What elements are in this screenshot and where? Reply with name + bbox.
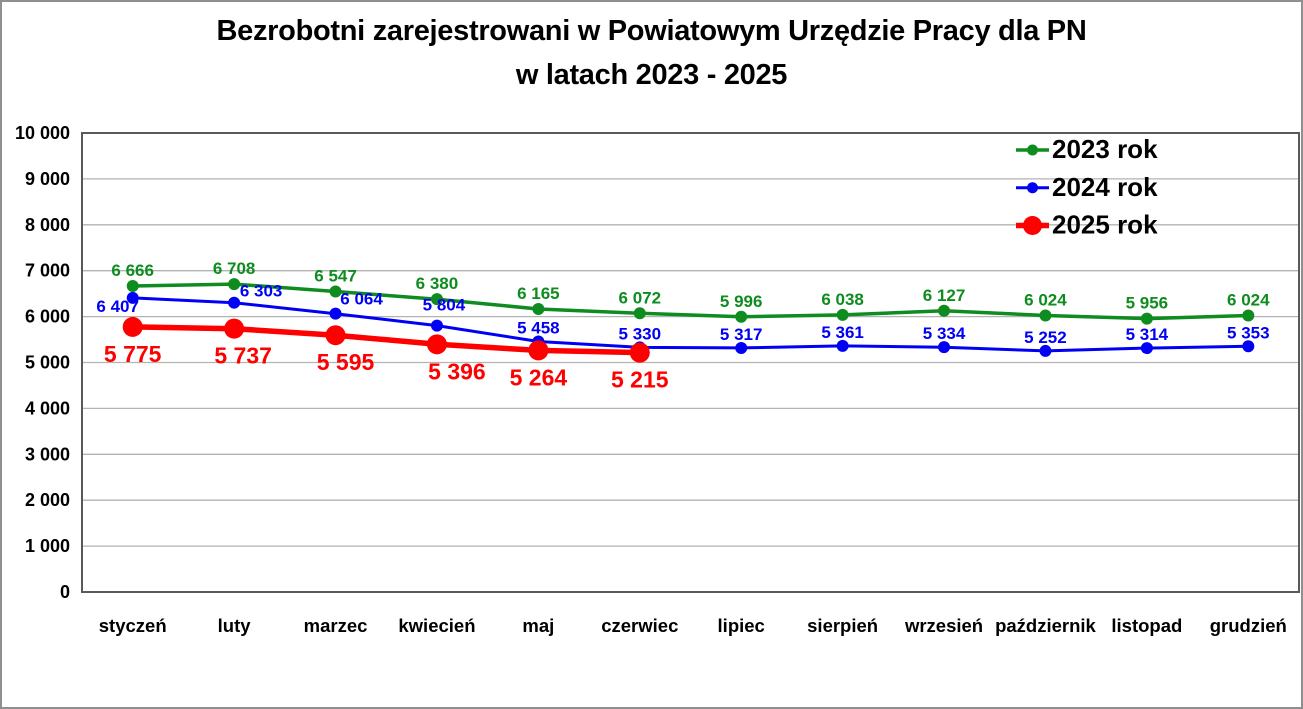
y-axis-label: 7 000 bbox=[25, 261, 70, 281]
data-point bbox=[430, 319, 443, 332]
series-line-2023-rok bbox=[130, 282, 1251, 321]
x-axis-label: kwiecień bbox=[398, 615, 475, 636]
x-axis-label: grudzień bbox=[1210, 615, 1287, 636]
legend-marker bbox=[1027, 144, 1038, 156]
data-label: 6 407 bbox=[96, 297, 139, 316]
series-line-2025-rok bbox=[129, 324, 643, 356]
data-point bbox=[329, 285, 342, 298]
data-point bbox=[1242, 340, 1255, 353]
data-point bbox=[1242, 309, 1255, 322]
data-point bbox=[126, 291, 139, 304]
legend-label: 2023 rok bbox=[1052, 134, 1158, 164]
data-label: 6 127 bbox=[923, 286, 966, 305]
data-point bbox=[224, 318, 245, 339]
data-point bbox=[735, 310, 748, 323]
legend-label: 2024 rok bbox=[1052, 172, 1158, 202]
chart-title-line1: Bezrobotni zarejestrowani w Powiatowym U… bbox=[216, 15, 1087, 47]
x-axis-label: lipiec bbox=[718, 615, 765, 636]
y-axis-label: 1 000 bbox=[25, 536, 70, 556]
x-axis-label: październik bbox=[995, 615, 1096, 636]
data-point bbox=[1039, 309, 1052, 322]
data-label: 5 264 bbox=[510, 364, 568, 390]
data-point bbox=[938, 341, 951, 354]
y-axis-label: 5 000 bbox=[25, 353, 70, 373]
data-label: 5 314 bbox=[1126, 325, 1169, 344]
data-label: 5 215 bbox=[611, 367, 669, 393]
data-label: 6 303 bbox=[240, 282, 283, 301]
data-point bbox=[426, 334, 447, 355]
x-axis-label: marzec bbox=[304, 615, 368, 636]
y-axis-label: 3 000 bbox=[25, 444, 70, 464]
data-label: 5 361 bbox=[821, 323, 864, 342]
data-point bbox=[633, 307, 646, 320]
y-axis-label: 8 000 bbox=[25, 215, 70, 235]
data-label: 5 334 bbox=[923, 324, 966, 343]
data-label: 5 956 bbox=[1126, 294, 1169, 313]
data-point bbox=[735, 341, 748, 354]
legend-label: 2025 rok bbox=[1052, 210, 1158, 240]
x-axis-label: maj bbox=[522, 615, 554, 636]
data-label: 5 996 bbox=[720, 292, 763, 311]
data-label: 5 775 bbox=[104, 341, 162, 367]
data-label: 5 330 bbox=[619, 324, 662, 343]
data-label: 6 064 bbox=[340, 290, 383, 309]
series-line-2024-rok bbox=[131, 296, 1250, 353]
legend-marker bbox=[1023, 216, 1042, 235]
data-label: 5 458 bbox=[517, 318, 560, 337]
x-axis-label: wrzesień bbox=[904, 615, 983, 636]
plot-frame bbox=[81, 132, 1300, 593]
data-label: 6 165 bbox=[517, 284, 560, 303]
data-label: 6 547 bbox=[314, 266, 357, 285]
data-label: 6 024 bbox=[1024, 290, 1067, 309]
data-label: 5 353 bbox=[1227, 323, 1270, 342]
chart-title: Bezrobotni zarejestrowani w Powiatowym U… bbox=[2, 9, 1301, 97]
data-label: 5 396 bbox=[428, 358, 486, 384]
data-point bbox=[228, 278, 241, 291]
x-axis-label: listopad bbox=[1111, 615, 1182, 636]
y-axis-label: 0 bbox=[60, 582, 70, 602]
data-point bbox=[938, 304, 951, 317]
data-label: 6 666 bbox=[111, 261, 154, 280]
x-axis-label: styczeń bbox=[99, 615, 167, 636]
data-label: 6 072 bbox=[619, 288, 662, 307]
data-label: 5 595 bbox=[317, 349, 375, 375]
data-label: 6 038 bbox=[821, 290, 864, 309]
x-axis-label: czerwiec bbox=[601, 615, 678, 636]
data-point bbox=[1140, 312, 1153, 325]
legend-marker bbox=[1027, 182, 1038, 194]
x-axis-label: luty bbox=[218, 615, 252, 636]
data-label: 5 737 bbox=[214, 343, 272, 369]
data-point bbox=[1140, 342, 1153, 355]
chart-title-line2: w latach 2023 - 2025 bbox=[515, 59, 788, 91]
data-point bbox=[836, 339, 849, 352]
data-label: 5 252 bbox=[1024, 328, 1067, 347]
data-label: 6 024 bbox=[1227, 290, 1270, 309]
y-axis-label: 2 000 bbox=[25, 490, 70, 510]
y-axis-label: 10 000 bbox=[15, 123, 70, 143]
y-axis-label: 9 000 bbox=[25, 169, 70, 189]
data-point bbox=[629, 342, 650, 363]
data-point bbox=[532, 303, 545, 316]
y-axis-label: 6 000 bbox=[25, 307, 70, 327]
y-axis-label: 4 000 bbox=[25, 398, 70, 418]
data-point bbox=[122, 316, 143, 337]
data-point bbox=[430, 293, 443, 306]
data-point bbox=[325, 325, 346, 346]
data-point bbox=[126, 280, 139, 293]
data-label: 5 804 bbox=[423, 296, 466, 315]
data-point bbox=[836, 308, 849, 321]
data-label: 6 380 bbox=[416, 274, 459, 293]
x-axis-label: sierpień bbox=[807, 615, 878, 636]
data-point bbox=[528, 340, 549, 361]
data-point bbox=[1039, 344, 1052, 357]
data-label: 6 708 bbox=[213, 259, 256, 278]
data-point bbox=[329, 307, 342, 320]
data-label: 5 317 bbox=[720, 325, 763, 344]
data-point bbox=[228, 296, 241, 309]
